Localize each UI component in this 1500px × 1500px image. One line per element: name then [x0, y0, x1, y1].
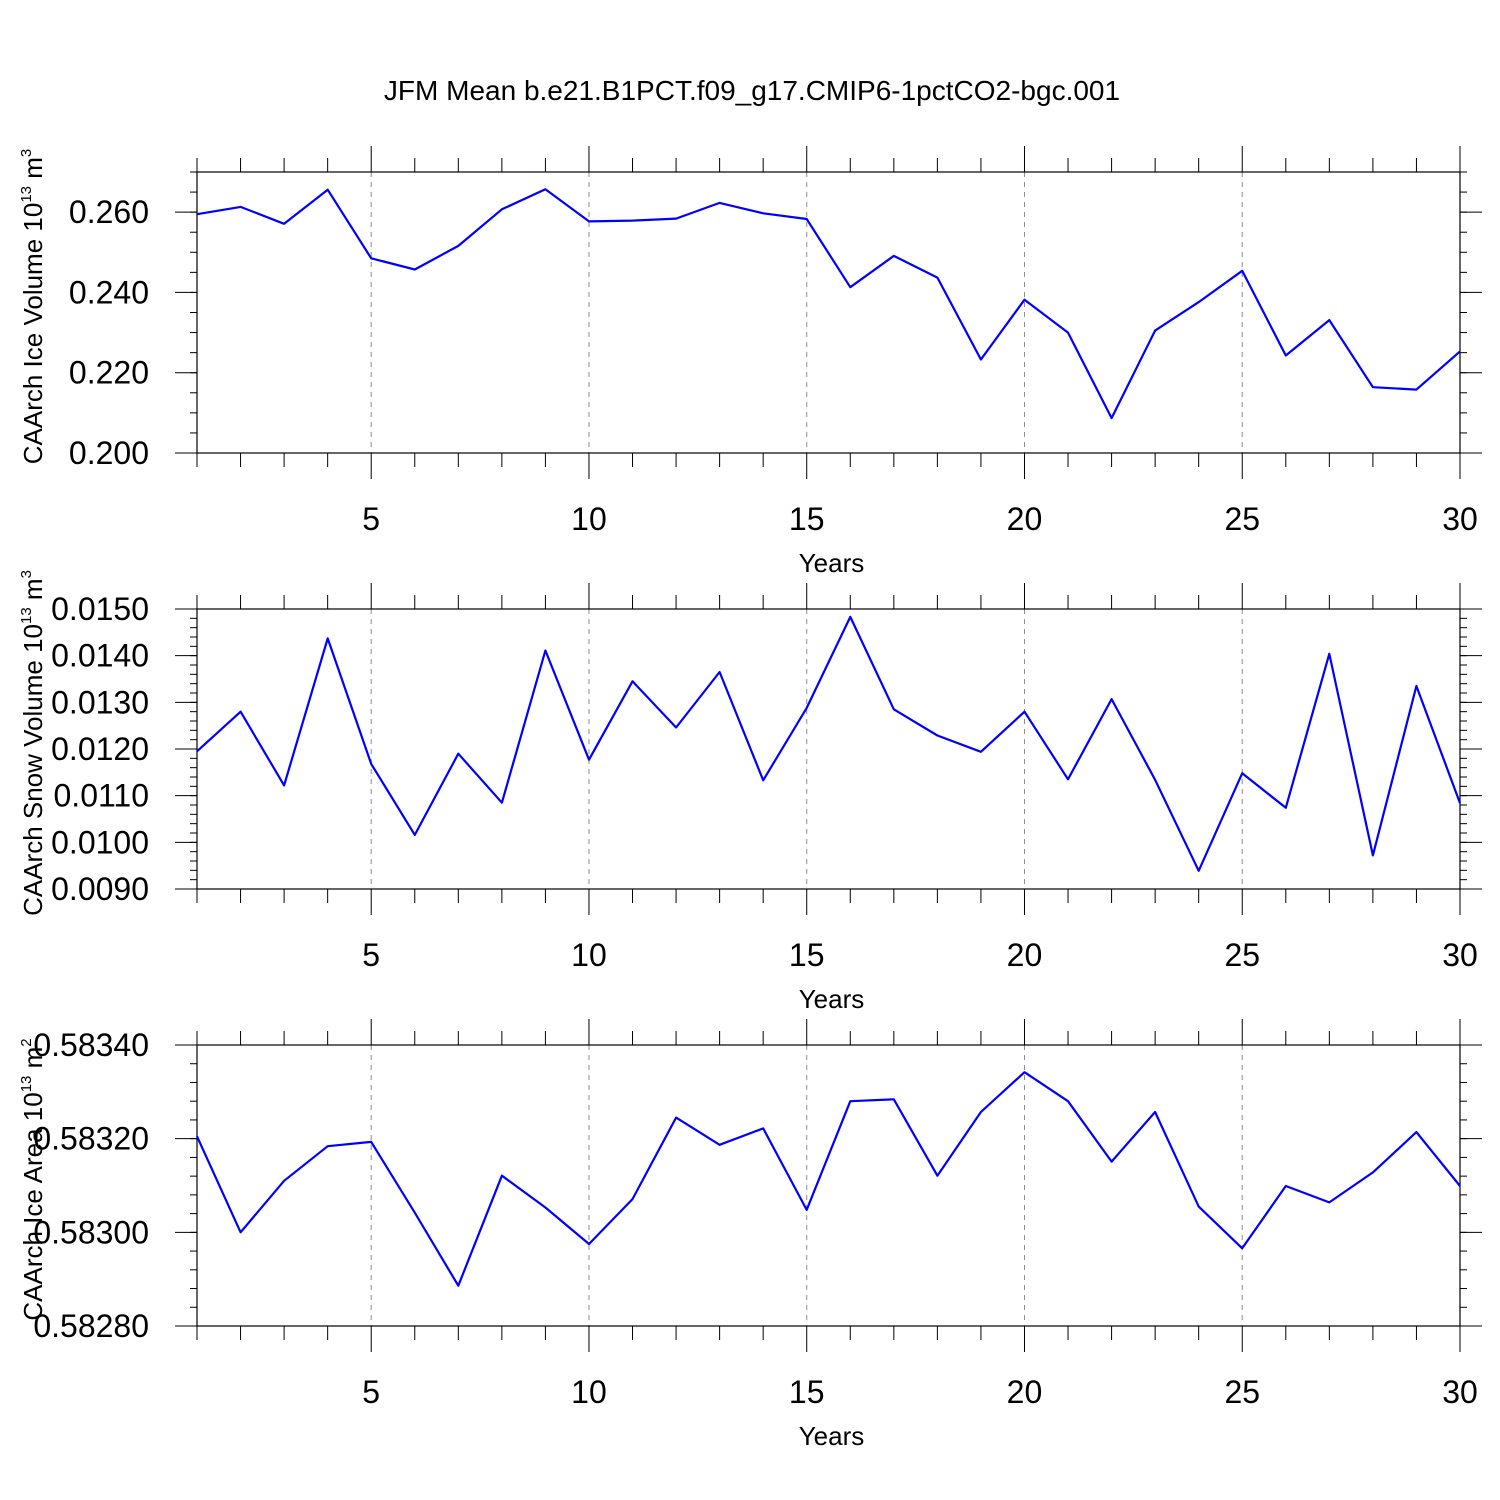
x-tick-label: 20 — [1007, 501, 1043, 537]
y-axis-label-superscript: 13 — [18, 1076, 35, 1093]
x-tick-label: 25 — [1224, 937, 1260, 973]
y-axis-label: CAArch Ice Volume 1013 m3 — [18, 149, 48, 465]
y-axis-label-text: CAArch Ice Volume 10 — [18, 203, 48, 465]
y-axis-label-text: m — [18, 157, 48, 186]
y-tick-label: 0.220 — [69, 355, 149, 391]
y-axis-label-text: m — [18, 578, 48, 607]
y-tick-label: 0.0140 — [51, 638, 149, 674]
x-tick-label: 15 — [789, 501, 825, 537]
figure-title: JFM Mean b.e21.B1PCT.f09_g17.CMIP6-1pctC… — [384, 75, 1120, 106]
series-line-1 — [195, 1071, 1461, 1287]
y-axis-label-superscript: 3 — [18, 570, 35, 578]
plot-frame — [196, 171, 1461, 454]
x-tick-label: 10 — [571, 501, 607, 537]
y-tick-label: 0.0150 — [51, 591, 149, 627]
x-tick-label: 25 — [1224, 501, 1260, 537]
y-axis-label-superscript: 3 — [18, 149, 35, 157]
y-tick-label: 0.200 — [69, 435, 149, 471]
x-axis-label: Years — [799, 1421, 865, 1451]
y-tick-label: 0.0090 — [51, 871, 149, 907]
x-tick-label: 20 — [1007, 937, 1043, 973]
x-tick-label: 5 — [362, 1374, 380, 1410]
y-tick-label: 0.240 — [69, 274, 149, 310]
plot-frame — [196, 608, 1461, 890]
x-tick-label: 10 — [571, 1374, 607, 1410]
x-tick-label: 20 — [1007, 1374, 1043, 1410]
y-axis-label-text: CAArch Snow Volume 10 — [18, 624, 48, 916]
y-tick-label: 0.0130 — [51, 684, 149, 720]
y-axis-label-text: m — [18, 1047, 48, 1076]
panel-1: 0.200 0.220 0.240 0.260 5 10 15 20 25 30 Years CAAr… — [18, 146, 1482, 578]
panel-2: 0.0090 0.0100 0.0110 0.0120 0.0130 0.0140 0.01… — [18, 570, 1482, 1014]
y-axis-label-superscript: 13 — [18, 186, 35, 203]
y-axis-label-superscript: 13 — [18, 607, 35, 624]
series-line-1 — [196, 615, 1462, 872]
x-tick-label: 5 — [362, 501, 380, 537]
y-axis-label-superscript: 2 — [18, 1038, 35, 1046]
y-tick-label: 0.0110 — [54, 778, 150, 814]
y-tick-label: 0.58280 — [33, 1308, 149, 1344]
x-tick-label: 15 — [789, 1374, 825, 1410]
x-tick-label: 30 — [1442, 937, 1478, 973]
y-tick-label: 0.260 — [69, 194, 149, 230]
panel-3: 0.58280 0.58300 0.58320 0.58340 5 10 15 20 25 30 Y… — [18, 1019, 1482, 1451]
x-axis-label: Years — [799, 984, 865, 1014]
plot-frame — [196, 1044, 1461, 1327]
series-line-1 — [196, 188, 1461, 420]
x-tick-label: 30 — [1442, 501, 1478, 537]
x-tick-label: 10 — [571, 937, 607, 973]
y-tick-label: 0.58300 — [33, 1214, 149, 1250]
y-tick-label: 0.58340 — [33, 1027, 149, 1063]
x-axis-label: Years — [799, 548, 865, 578]
y-axis-label-text: CAArch Ice Area 10 — [18, 1092, 48, 1320]
y-tick-label: 0.58320 — [33, 1121, 149, 1157]
y-axis-label: CAArch Ice Area 1013 m2 — [18, 1038, 48, 1320]
x-tick-label: 25 — [1224, 1374, 1260, 1410]
y-tick-label: 0.0100 — [51, 824, 149, 860]
x-tick-label: 5 — [362, 937, 380, 973]
x-tick-label: 15 — [789, 937, 825, 973]
y-tick-label: 0.0120 — [51, 731, 149, 767]
x-tick-label: 30 — [1442, 1374, 1478, 1410]
y-axis-label: CAArch Snow Volume 1013 m3 — [18, 570, 48, 916]
